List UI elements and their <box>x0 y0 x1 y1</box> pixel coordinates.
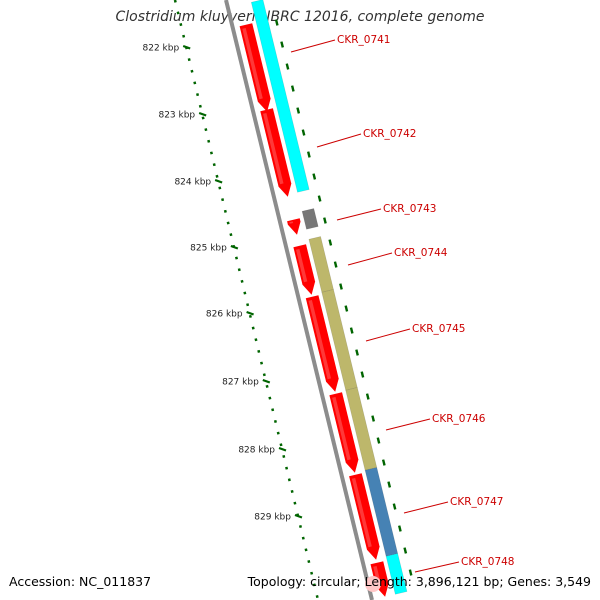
feature-scale-tick <box>285 63 290 70</box>
feature-scale-tick <box>365 393 370 400</box>
gene-bar <box>385 553 408 595</box>
gene-label: CKR_0742 <box>363 128 416 140</box>
cds-arrow <box>260 108 292 197</box>
ruler-tick-label: 829 kbp <box>254 513 291 523</box>
cds-arrow <box>305 295 339 392</box>
ruler-tick-label: 822 kbp <box>143 44 180 54</box>
feature-scale-tick <box>398 525 402 532</box>
feature-scale-tick <box>280 41 284 48</box>
gene-label: CKR_0741 <box>337 34 390 46</box>
feature-scale-tick <box>381 459 386 466</box>
gene-label: CKR_0748 <box>461 556 514 568</box>
feature-track-layer <box>224 0 408 600</box>
ruler-tick-label: 825 kbp <box>190 244 227 254</box>
gene-leader-line <box>290 39 336 53</box>
feature-scale-tick <box>392 503 397 510</box>
feature-scale-tick <box>387 481 392 488</box>
genome-title: Clostridium kluyveri NBRC 12016, complet… <box>115 9 485 25</box>
gene-leader-line <box>316 133 362 148</box>
feature-marker <box>365 576 381 592</box>
feature-scale-tick <box>360 371 365 378</box>
topology-label: Topology: circular; Length: 3,896,121 bp… <box>247 574 591 589</box>
feature-scale-tick <box>403 547 408 554</box>
ruler-tick <box>182 44 191 50</box>
ruler-tick-label: 823 kbp <box>158 111 195 121</box>
ruler-tick <box>262 378 271 384</box>
feature-scale-tick <box>376 437 381 444</box>
ruler-tick <box>198 111 207 117</box>
gene-label: CKR_0744 <box>394 247 448 259</box>
ruler-tick-label: 824 kbp <box>174 178 211 188</box>
cds-arrow <box>329 392 359 473</box>
cds-arrow <box>349 473 380 560</box>
feature-scale-tick <box>296 107 301 114</box>
feature-scale-tick <box>339 283 343 290</box>
feature-scale-tick <box>371 415 375 422</box>
gene-bar <box>250 0 310 193</box>
feature-scale-tick <box>355 349 359 356</box>
feature-scale-tick <box>317 195 322 202</box>
feature-scale-tick <box>301 129 306 136</box>
gene-leader-line <box>385 418 431 431</box>
gene-label: CKR_0743 <box>383 203 436 215</box>
gene-leader-line <box>347 252 393 266</box>
feature-scale-tick <box>349 327 354 334</box>
ruler-tick <box>214 178 223 184</box>
gene-bar <box>301 208 319 230</box>
gene-label-layer: CKR_0741 CKR_0742 CKR_0743 CKR_0744 CKR_0745… <box>290 34 514 573</box>
feature-scale-tick <box>323 217 327 224</box>
gene-label: CKR_0746 <box>432 413 486 425</box>
ruler-tick <box>246 310 254 316</box>
ruler-tick-label: 828 kbp <box>238 446 275 456</box>
ruler-tick <box>294 513 303 519</box>
ruler-tick-label: 826 kbp <box>206 310 243 320</box>
gene-leader-line <box>403 501 449 514</box>
gene-leader-line <box>414 561 460 573</box>
gene-leader-line <box>336 208 382 221</box>
feature-scale-tick <box>274 19 279 26</box>
feature-scale-tick <box>312 173 317 180</box>
gene-leader-line <box>365 328 411 342</box>
feature-scale-tick <box>328 239 333 246</box>
gene-label: CKR_0747 <box>450 496 503 508</box>
ruler-tick <box>278 446 287 452</box>
ruler-layer: 822 kbp 823 kbp 824 kbp 825 kbp 826 kbp 827 k… <box>143 0 413 600</box>
feature-scale-tick <box>344 305 349 312</box>
feature-scale-tick <box>307 151 311 158</box>
cds-arrow <box>287 218 301 235</box>
feature-scale-tick <box>408 569 413 576</box>
accession-label: Accession: NC_011837 <box>9 574 152 589</box>
ruler-tick <box>230 244 239 250</box>
cds-arrow <box>239 23 271 112</box>
genome-backbone <box>224 0 374 600</box>
ruler-tick-label: 827 kbp <box>222 378 259 388</box>
gene-label: CKR_0745 <box>412 323 465 335</box>
feature-scale-tick <box>290 85 295 92</box>
feature-scale-tick <box>333 261 338 268</box>
cds-arrow <box>293 244 316 295</box>
